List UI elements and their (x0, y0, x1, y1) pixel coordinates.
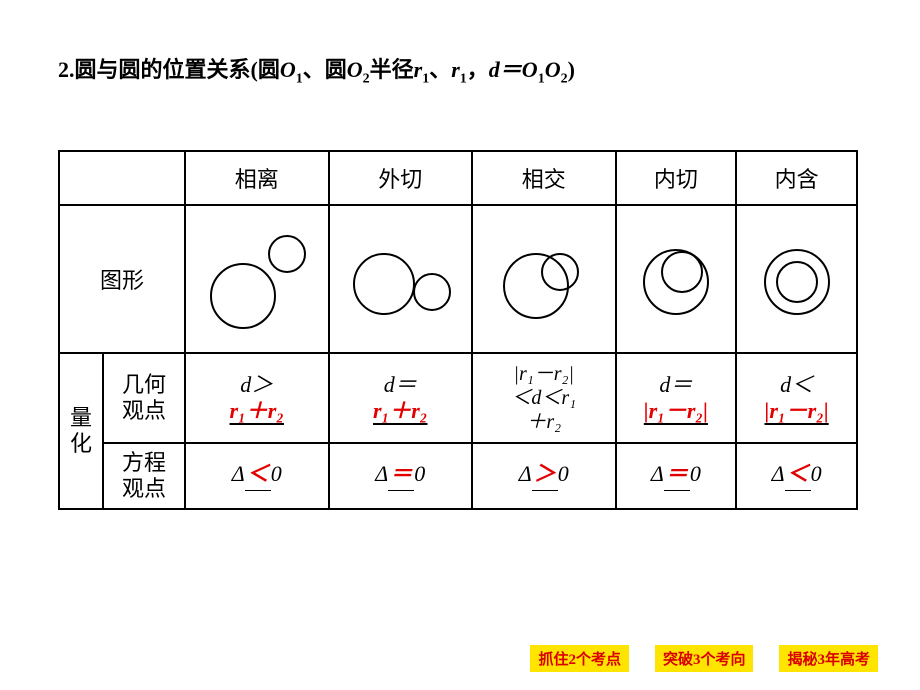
title-prefix: 2.圆与圆的位置关系(圆 (58, 57, 280, 82)
header-ext-tangent: 外切 (329, 151, 473, 205)
relation-table: 相离 外切 相交 内切 内含 图形 (58, 150, 858, 510)
diagram-ext-tangent (329, 205, 473, 353)
header-int-tangent: 内切 (616, 151, 737, 205)
eq-c4: Δ＝0 (616, 443, 737, 509)
eq-row: 方程 观点 Δ＜0 Δ＝0 Δ＞0 Δ＝0 Δ＜0 (59, 443, 857, 509)
quant-label: 量化 (59, 353, 103, 509)
circles-intersect-icon (484, 224, 604, 334)
header-intersect: 相交 (472, 151, 616, 205)
eq-c2: Δ＝0 (329, 443, 473, 509)
header-row: 相离 外切 相交 内切 内含 (59, 151, 857, 205)
circles-contained-icon (747, 224, 847, 334)
diagram-int-tangent (616, 205, 737, 353)
footer-buttons: 抓住2个考点 突破3个考向 揭秘3年高考 (530, 645, 878, 672)
diagram-separate (185, 205, 329, 353)
geom-row: 量化 几何 观点 d＞ r₁＋r₂ d＝ r₁＋r₂ |r₁－r₂| ＜d＜r₁… (59, 353, 857, 443)
header-contained: 内含 (736, 151, 857, 205)
geom-c1: d＞ r₁＋r₂ (185, 353, 329, 443)
header-blank (59, 151, 185, 205)
footer-btn-3[interactable]: 揭秘3年高考 (779, 645, 878, 672)
circles-int-tangent-icon (626, 224, 726, 334)
circles-separate-icon (197, 224, 317, 334)
circles-ext-tangent-icon (340, 224, 460, 334)
footer-btn-1[interactable]: 抓住2个考点 (530, 645, 629, 672)
geom-c4: d＝ |r₁－r₂| (616, 353, 737, 443)
diagram-intersect (472, 205, 616, 353)
geom-c2: d＝ r₁＋r₂ (329, 353, 473, 443)
geom-c5: d＜ |r₁－r₂| (736, 353, 857, 443)
eq-c3: Δ＞0 (472, 443, 616, 509)
shape-row: 图形 (59, 205, 857, 353)
shape-label: 图形 (59, 205, 185, 353)
footer-btn-2[interactable]: 突破3个考向 (655, 645, 754, 672)
eq-c1: Δ＜0 (185, 443, 329, 509)
diagram-contained (736, 205, 857, 353)
geom-c3: |r₁－r₂| ＜d＜r₁ ＋r₂ (472, 353, 616, 443)
geom-label: 几何 观点 (103, 353, 185, 443)
header-separate: 相离 (185, 151, 329, 205)
eq-c5: Δ＜0 (736, 443, 857, 509)
eq-label: 方程 观点 (103, 443, 185, 509)
page-title: 2.圆与圆的位置关系(圆O1、圆O2半径r1、r1，d＝O1O2) (58, 52, 575, 87)
